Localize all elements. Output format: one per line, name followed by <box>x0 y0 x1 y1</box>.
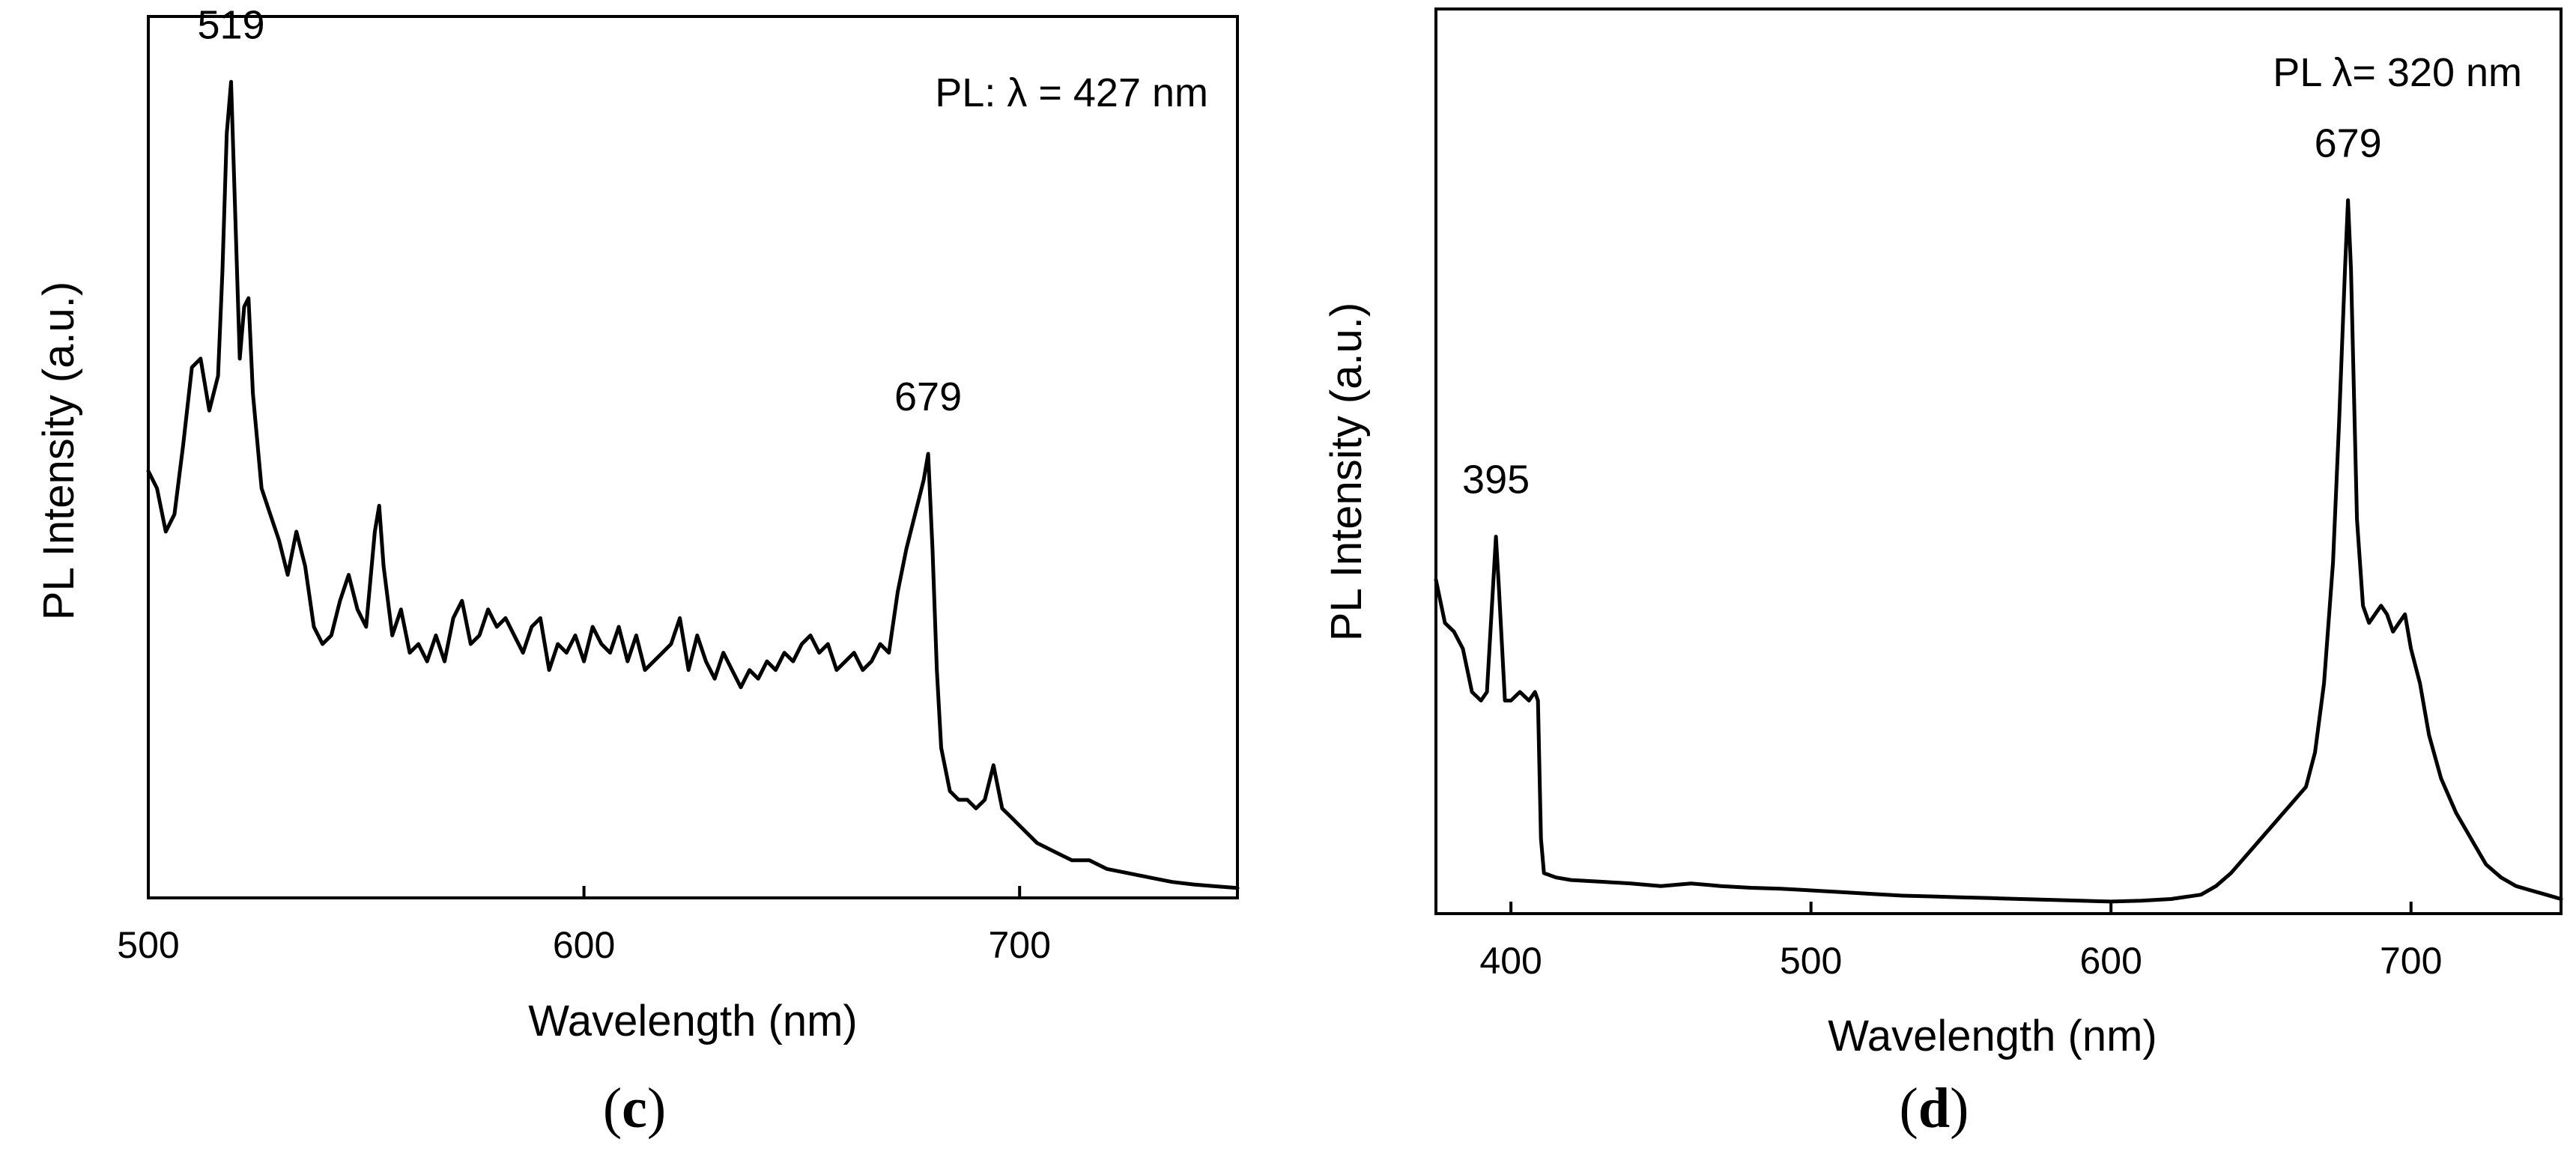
panel-d-caption: (d) <box>1900 1077 1969 1140</box>
panel-d-x-tick-label-400: 400 <box>1479 940 1542 982</box>
panel-d: 400 500 600 700 395 679 PL λ= 320 nm Wavele… <box>1322 7 2563 1140</box>
panel-c-inset-text: PL: λ = 427 nm <box>935 70 1208 115</box>
panel-d-plot-frame <box>1434 7 2563 915</box>
panel-c-x-axis-label: Wavelength (nm) <box>528 997 857 1045</box>
panel-c-x-tick-label-700: 700 <box>988 924 1050 966</box>
panel-d-x-tick-label-600: 600 <box>2079 940 2142 982</box>
panel-c-plot-frame <box>147 15 1239 899</box>
panel-d-x-ticks: 400 500 600 700 <box>1479 902 2442 982</box>
panel-d-x-tick-label-700: 700 <box>2380 940 2442 982</box>
panel-c-spectrum-line <box>146 79 1240 890</box>
panel-c-caption: (c) <box>603 1077 666 1140</box>
panel-c-peak-label-519: 519 <box>197 2 264 47</box>
panel-c-caption-letter: c <box>622 1077 647 1140</box>
panel-c-x-tick-label-600: 600 <box>553 924 615 966</box>
panel-c-x-ticks: 500 600 700 <box>117 886 1051 966</box>
panel-d-peak-label-679: 679 <box>2315 121 2382 166</box>
panel-c-y-axis-label: PL Intensity (a.u.) <box>34 282 83 620</box>
panel-c-peak-label-679: 679 <box>894 374 962 419</box>
panel-c-x-tick-label-500: 500 <box>117 924 179 966</box>
panel-c: 500 600 700 519 679 PL: λ = 427 nm Wavelen… <box>34 2 1240 1140</box>
panel-d-x-axis-label: Wavelength (nm) <box>1828 1012 2157 1060</box>
panel-d-x-tick-label-500: 500 <box>1780 940 1842 982</box>
panel-d-caption-letter: d <box>1918 1077 1950 1140</box>
panel-d-spectrum-line <box>1434 198 2563 904</box>
panel-d-y-axis-label: PL Intensity (a.u.) <box>1322 303 1371 641</box>
panel-d-peak-label-395: 395 <box>1462 458 1530 502</box>
panel-d-inset-text: PL λ= 320 nm <box>2273 50 2522 95</box>
